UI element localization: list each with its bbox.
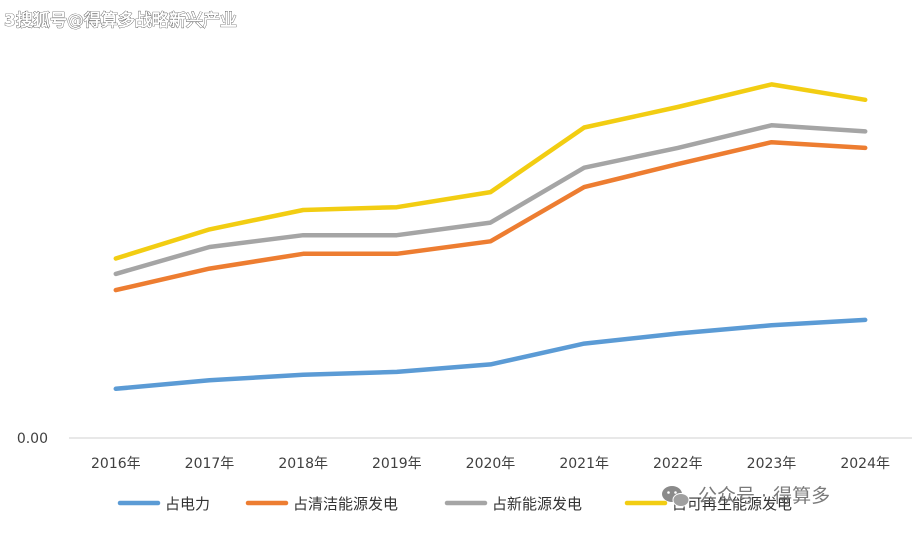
watermark-bottom-text: 公众号 · 得算多 (698, 485, 830, 507)
legend-label: 占新能源发电 (492, 495, 582, 513)
series-line-1 (113, 139, 868, 293)
legend-item-2: 占新能源发电 (444, 495, 582, 513)
series-layer (113, 82, 868, 392)
x-tick-label: 2018年 (278, 456, 328, 472)
x-tick-labels: 2016年 2017年 2018年 2019年 2020年 2021年 2022年 2023年… (91, 456, 890, 472)
wechat-icon (662, 486, 690, 507)
y-tick-label: 0.00 (17, 431, 48, 447)
x-tick-label: 2017年 (185, 456, 235, 472)
legend-item-0: 占电力 (117, 495, 210, 513)
watermark-top: 3搜狐号@得算多战略新兴产业 (4, 10, 237, 31)
series-line-3 (113, 82, 868, 261)
x-tick-label: 2019年 (372, 456, 422, 472)
x-tick-label: 2024年 (840, 456, 890, 472)
watermark-bottom: 公众号 · 得算多 (662, 485, 830, 507)
legend-item-3: 占可再生能源发电 (624, 495, 792, 513)
x-tick-label: 2020年 (466, 456, 516, 472)
x-tick-label: 2022年 (653, 456, 703, 472)
x-tick-label: 2023年 (747, 456, 797, 472)
legend-label: 占电力 (165, 495, 210, 513)
legend-label: 占清洁能源发电 (293, 495, 398, 513)
x-tick-label: 2016年 (91, 456, 141, 472)
legend-label: 占可再生能源发电 (672, 495, 792, 513)
legend: 占电力 占清洁能源发电 占新能源发电 占可再生能源发电 (117, 495, 792, 513)
series-line-0 (113, 317, 868, 392)
x-tick-label: 2021年 (559, 456, 609, 472)
legend-item-1: 占清洁能源发电 (245, 495, 398, 513)
